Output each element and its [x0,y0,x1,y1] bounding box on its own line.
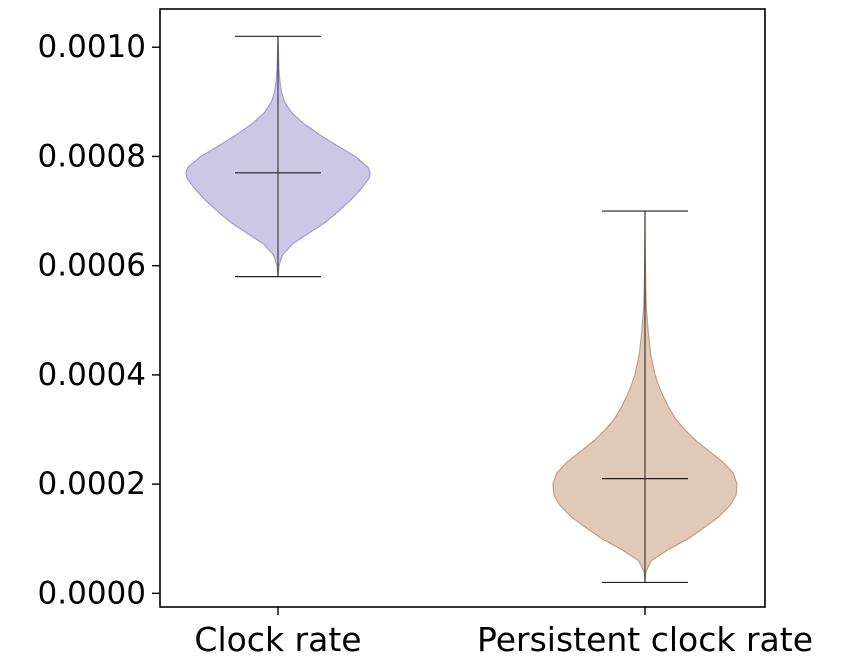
y-tick-label: 0.0000 [38,575,146,611]
x-category-label: Clock rate [194,620,361,657]
y-axis: 0.0000 0.0002 0.0004 0.0006 0.0008 0.0010 [38,29,160,611]
y-tick-label: 0.0006 [38,248,146,284]
y-tick-label: 0.0004 [38,357,146,393]
x-axis: Clock rate Persistent clock rate [194,607,813,657]
y-tick-label: 0.0008 [38,138,146,174]
plot-frame [159,8,766,608]
x-category-label: Persistent clock rate [477,620,813,657]
y-tick-label: 0.0010 [38,29,146,65]
violins-layer [185,35,738,584]
y-tick-label: 0.0002 [38,466,146,502]
